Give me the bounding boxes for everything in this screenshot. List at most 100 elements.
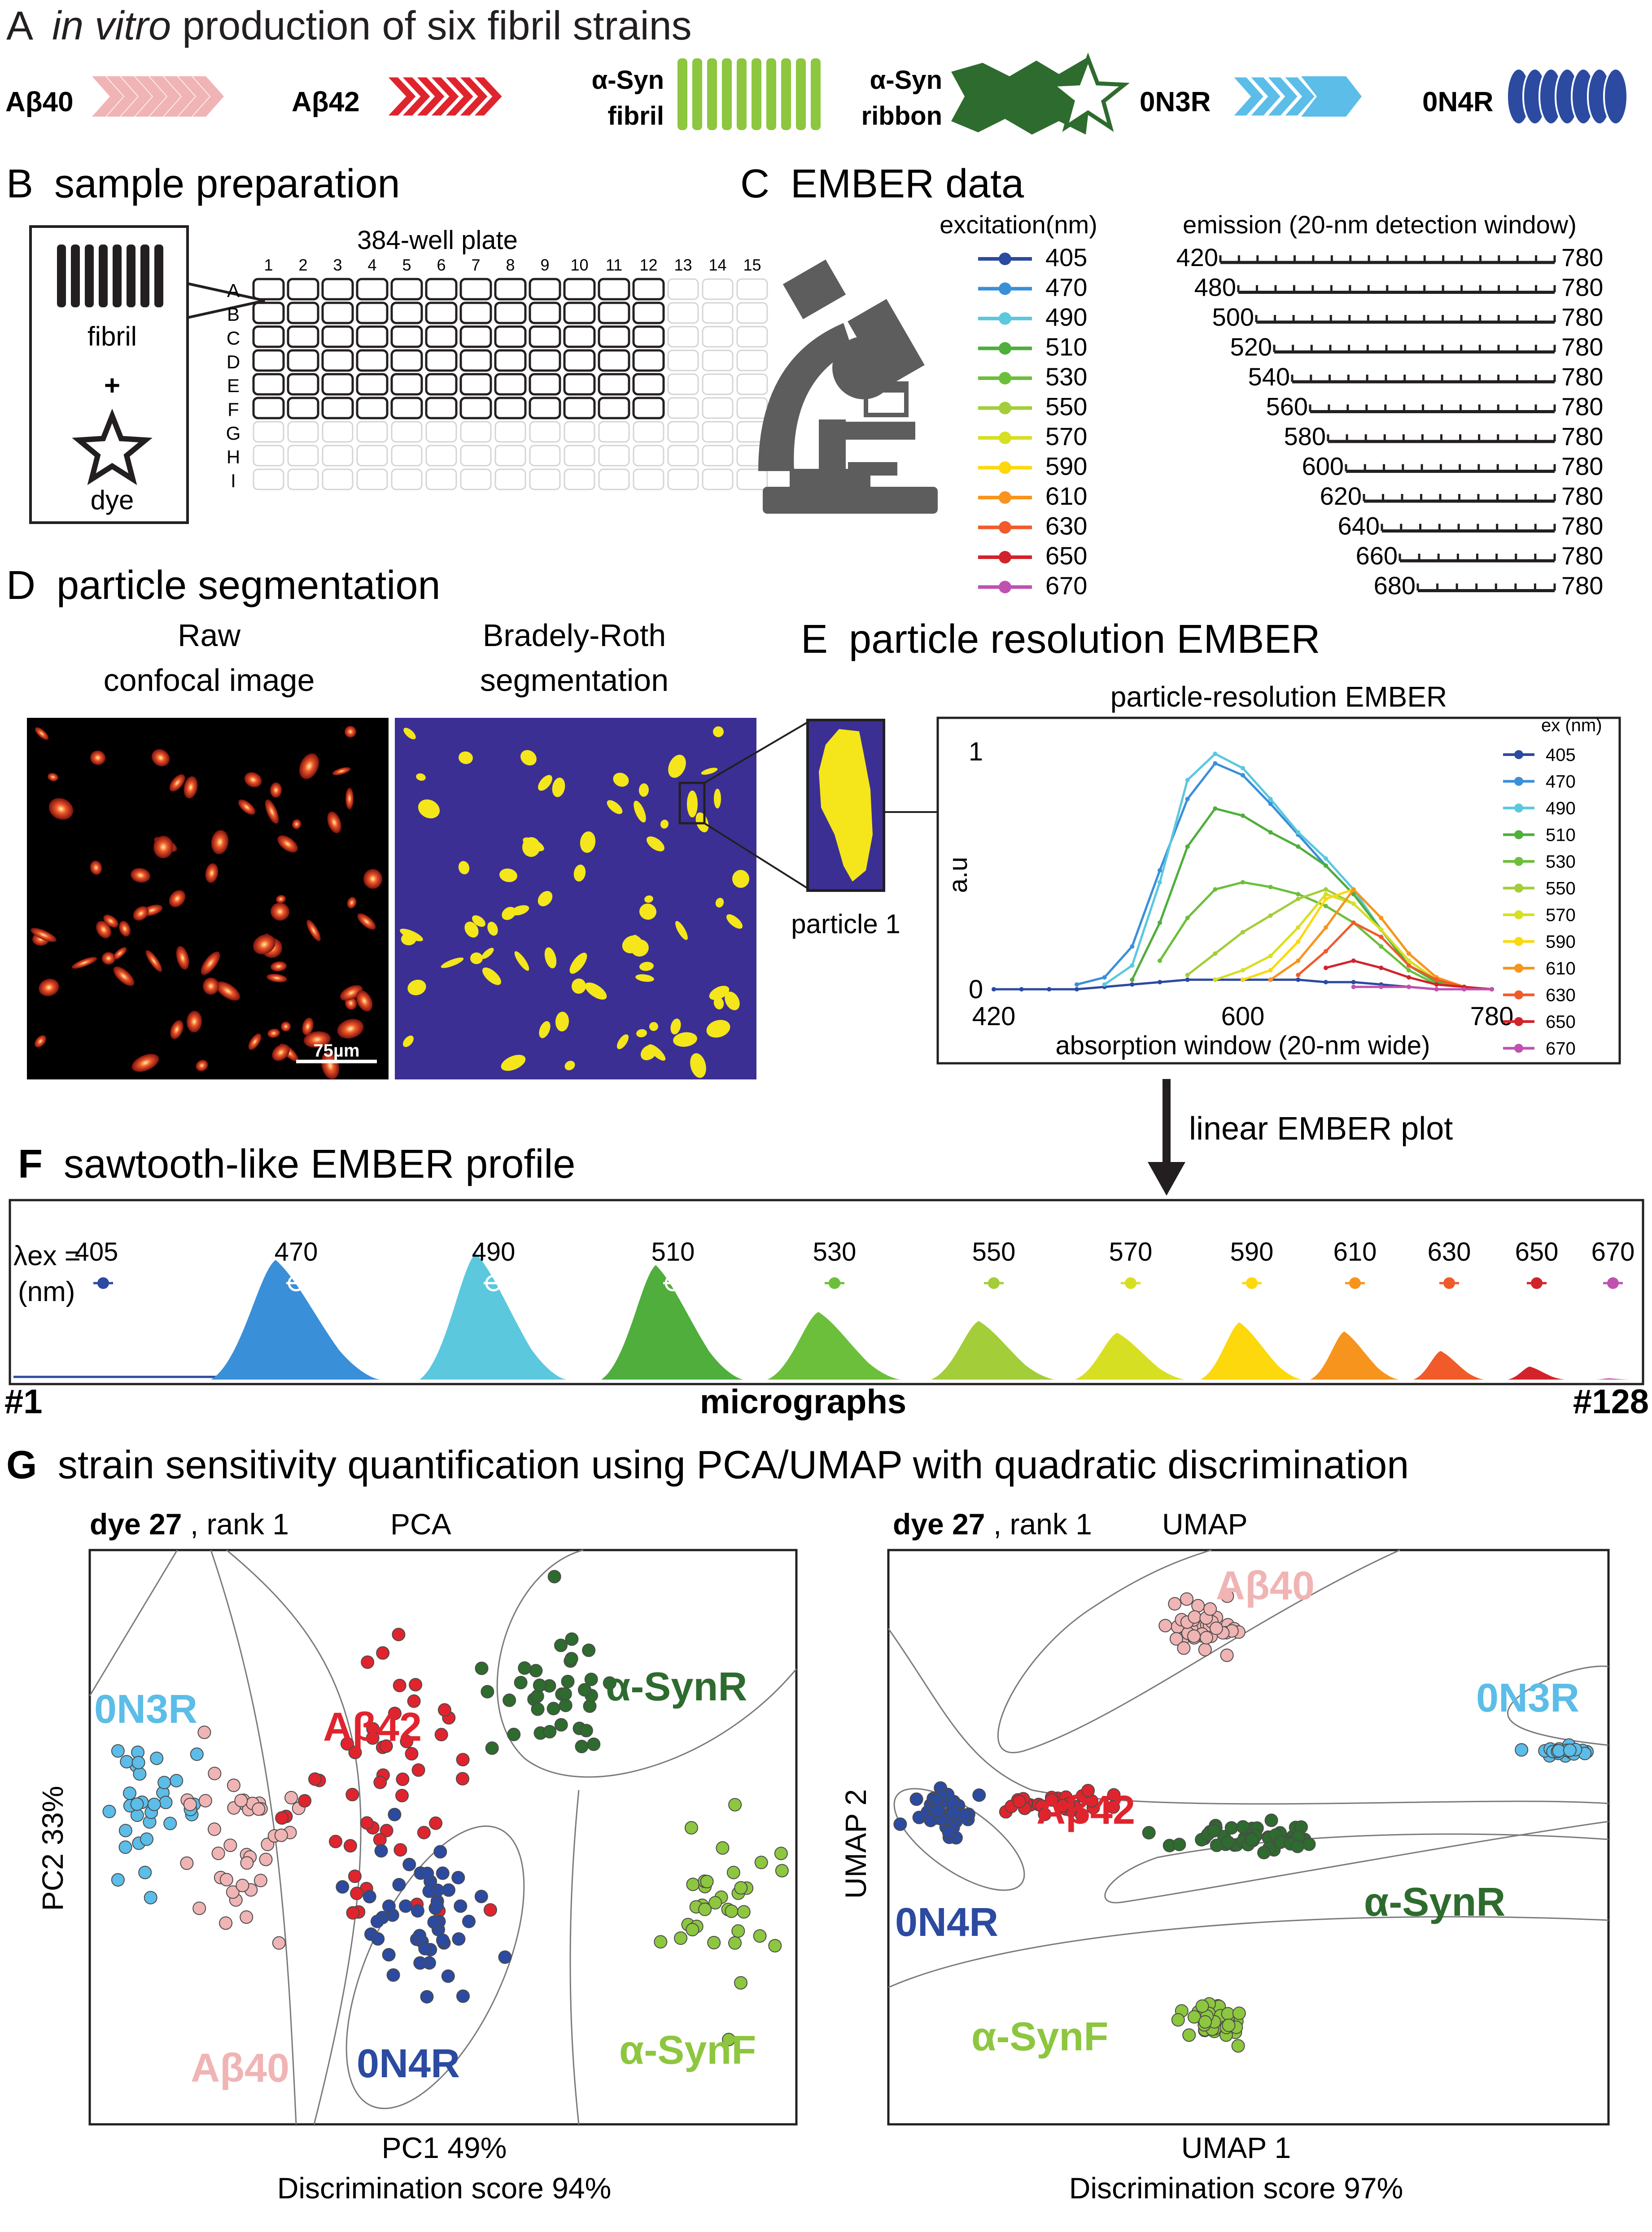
panel-a-letter: A <box>6 4 33 48</box>
raw-particle <box>113 966 135 986</box>
panel-e-title-text: particle resolution EMBER <box>849 617 1320 662</box>
scatter-point <box>931 1804 944 1817</box>
plate-well <box>287 349 319 372</box>
channel-em-start: 640 <box>1338 512 1380 540</box>
plate-row-label: E <box>227 375 240 396</box>
ember-chart-title: particle-resolution EMBER <box>1110 681 1447 713</box>
channel-em-start: 540 <box>1248 363 1290 391</box>
ember-legend-dot <box>1514 804 1523 812</box>
scatter-point <box>386 1968 400 1982</box>
ember-point <box>1019 987 1024 992</box>
strain-label-asyn-ribbon-1: α-Syn <box>870 66 942 95</box>
asyn-fibril-glyph-bar <box>722 58 732 130</box>
channel-ex-label: 405 <box>1045 243 1087 271</box>
ember-point <box>1296 925 1301 930</box>
ember-point <box>1296 977 1301 982</box>
ember-chart-frame <box>936 716 1621 1065</box>
channel-em-end: 780 <box>1561 303 1603 331</box>
plate-well <box>425 301 458 324</box>
raw-particle <box>332 767 351 775</box>
segmentation-title-1: Bradely-Roth <box>483 618 666 653</box>
ember-legend-label: 630 <box>1546 986 1576 1005</box>
segmented-particle <box>649 1022 658 1031</box>
scatter-point <box>582 1643 596 1657</box>
scatter-point <box>429 1816 443 1830</box>
asyn-fibril-glyph-bar <box>766 58 776 130</box>
scatter-point <box>1056 1799 1070 1813</box>
scatter-point <box>1210 1839 1224 1852</box>
sawtooth-segment <box>1200 1322 1303 1380</box>
plate-column-label: 5 <box>402 256 411 274</box>
ember-point <box>1241 930 1245 935</box>
raw-particle <box>102 952 115 965</box>
plate-well <box>459 349 492 372</box>
scatter-point <box>437 1703 451 1717</box>
abeta42-glyph-segment <box>383 75 419 118</box>
channel-ex-label: 470 <box>1045 273 1087 301</box>
pca-dye: dye 27 <box>90 1507 182 1541</box>
panel-e-title: E particle resolution EMBER <box>801 617 1320 662</box>
segmented-particle <box>713 726 724 737</box>
sawtooth-marker-dot <box>1125 1277 1136 1289</box>
segmentation-image <box>395 718 756 1079</box>
scatter-point <box>374 1844 388 1858</box>
ember-point <box>1213 977 1218 982</box>
asyn-fibril-glyph-bar <box>707 58 717 130</box>
scatter-point <box>1045 1793 1058 1807</box>
channel-ex-label: 490 <box>1045 303 1087 331</box>
scatter-point <box>219 1873 233 1887</box>
scatter-point <box>1081 1784 1095 1798</box>
panel-d-title: D particle segmentation <box>6 563 441 608</box>
ember-point <box>1407 968 1411 973</box>
segmented-particle <box>673 1032 697 1047</box>
plate-well <box>564 445 595 467</box>
strain-label-0n3r: 0N3R <box>1140 87 1211 118</box>
plate-well <box>598 397 630 419</box>
ember-x-label: absorption window (20-nm wide) <box>1056 1031 1430 1060</box>
channel-em-end: 780 <box>1561 422 1603 450</box>
scatter-point <box>1236 1820 1250 1834</box>
scatter-point <box>411 1904 424 1918</box>
panel-a-title-rest: production of six fibril strains <box>182 4 691 48</box>
strain-label-asyn-fibril-1: α-Syn <box>592 66 664 95</box>
plate-well <box>563 373 596 396</box>
scatter-point <box>131 1756 145 1769</box>
channel-dot <box>999 521 1011 534</box>
scatter-point <box>382 1948 396 1961</box>
scatter-point <box>430 1899 444 1913</box>
raw-particle <box>215 981 240 1001</box>
plate-well <box>391 445 423 467</box>
plate-row-label: F <box>227 399 239 420</box>
channel-ex-label: 550 <box>1045 393 1087 421</box>
sawtooth-segment <box>420 1253 568 1380</box>
scatter-point <box>370 1914 384 1928</box>
channel-dot <box>999 402 1011 415</box>
ember-point <box>1268 830 1273 835</box>
plate-well <box>356 349 389 372</box>
plate-well <box>667 278 699 300</box>
plate-row-label: C <box>227 328 240 349</box>
plate-well <box>598 325 630 348</box>
ember-legend-label: 490 <box>1546 799 1576 818</box>
scatter-point <box>236 1878 249 1892</box>
scatter-point <box>454 1899 468 1913</box>
plate-well <box>287 278 319 301</box>
raw-particle <box>184 776 198 799</box>
scatter-point <box>102 1804 116 1818</box>
abeta42-glyph-segment <box>469 75 505 118</box>
ember-point <box>1213 951 1218 956</box>
micrograph-last-label: #128 <box>1573 1383 1649 1421</box>
segmented-particle <box>709 986 730 1000</box>
scatter-point <box>400 1734 414 1748</box>
segmented-particle <box>644 895 653 903</box>
zoom-line-bottom <box>704 822 809 889</box>
plate-well <box>391 468 423 490</box>
plate-well <box>253 468 284 490</box>
segmented-particle <box>660 820 669 829</box>
plate-well <box>390 373 423 396</box>
plate-well <box>459 278 492 301</box>
sawtooth-marker-dot <box>829 1277 840 1289</box>
0n3r-glyph-segment <box>1280 75 1318 118</box>
0n3r-glyph-end <box>1301 76 1362 117</box>
